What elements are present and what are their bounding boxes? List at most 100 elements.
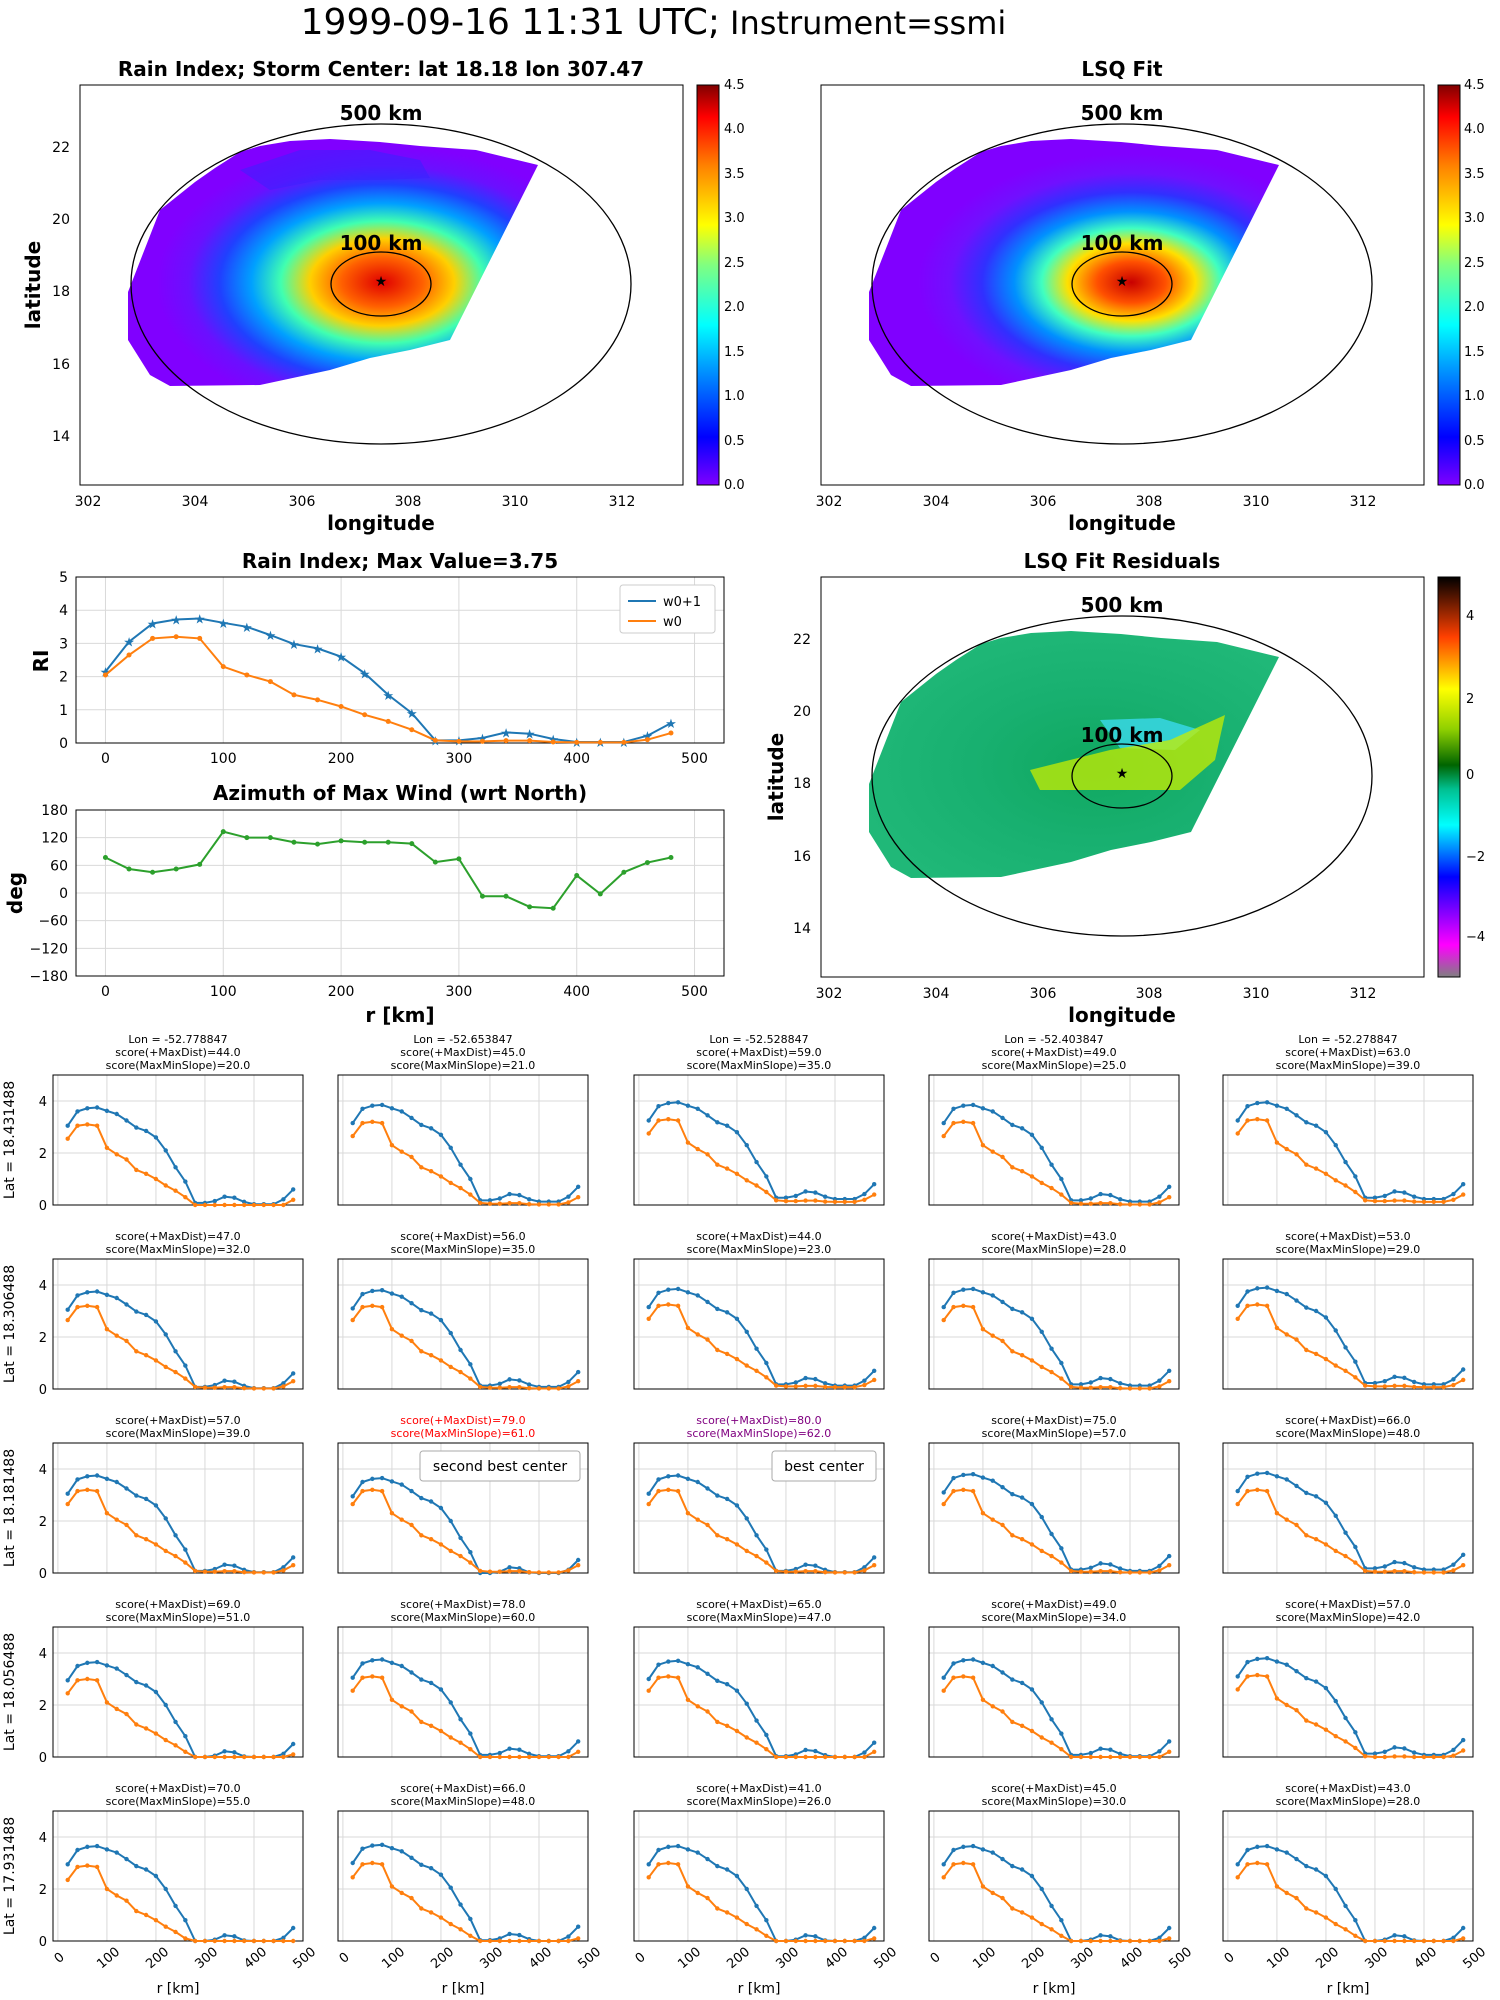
data-point	[75, 1123, 80, 1128]
data-point	[871, 1555, 877, 1560]
data-point	[1343, 1553, 1348, 1559]
data-point	[980, 1884, 986, 1889]
data-point	[1274, 1103, 1280, 1108]
map-xlabel: longitude	[1068, 1003, 1176, 1027]
data-point	[961, 1287, 966, 1292]
data-point	[744, 1548, 749, 1554]
data-point	[183, 1195, 188, 1200]
panel-header: score(MaxMinSlope)=30.0	[982, 1795, 1127, 1808]
data-point	[1372, 1569, 1378, 1574]
data-point	[575, 1184, 581, 1190]
data-point	[575, 1563, 581, 1568]
panel-header: score(MaxMinSlope)=28.0	[1276, 1795, 1421, 1808]
data-point	[102, 672, 108, 678]
series-line	[942, 1845, 1170, 1942]
data-point	[695, 1332, 700, 1337]
data-point	[536, 1754, 542, 1760]
data-point	[163, 1148, 168, 1153]
data-point	[644, 737, 650, 743]
data-point	[990, 1109, 995, 1114]
data-point	[241, 1202, 247, 1208]
data-point	[1019, 1537, 1025, 1542]
x-tick-label: 200	[428, 1945, 457, 1972]
data-point	[646, 1688, 651, 1693]
data-point	[1088, 1380, 1093, 1385]
data-point	[389, 1327, 395, 1332]
data-point	[1117, 1751, 1123, 1757]
data-point	[556, 1570, 561, 1575]
data-point	[646, 1676, 651, 1682]
data-point	[1137, 1754, 1142, 1760]
data-point: ★	[241, 621, 253, 636]
y-tick-label: 14	[52, 429, 70, 445]
grid-panel: score(+MaxDist)=57.0score(MaxMinSlope)=4…	[1222, 1598, 1474, 1760]
map-xlabel: longitude	[1068, 511, 1176, 535]
data-point	[1294, 1708, 1299, 1713]
data-point	[566, 1379, 571, 1385]
data-point	[479, 738, 485, 744]
data-point	[104, 1511, 110, 1516]
data-point	[163, 1516, 168, 1521]
colorbar-tick: 1.5	[1464, 345, 1485, 360]
data-point	[448, 1330, 453, 1336]
data-point	[813, 1190, 818, 1195]
data-point	[813, 1563, 818, 1568]
colorbar-tick: 2	[1466, 692, 1474, 707]
data-point	[456, 856, 462, 862]
data-point	[1255, 1286, 1260, 1291]
panel-header: score(MaxMinSlope)=60.0	[391, 1611, 536, 1624]
data-point	[1078, 1201, 1084, 1206]
data-point	[114, 1333, 119, 1338]
data-point	[646, 1316, 651, 1322]
colorbar-tick: 1.5	[724, 345, 745, 360]
data-point	[458, 1369, 463, 1375]
data-point	[1333, 1328, 1338, 1333]
panel-header: score(+MaxDist)=78.0	[400, 1598, 525, 1611]
data-point	[143, 1171, 149, 1177]
y-tick-label: 18	[52, 284, 70, 300]
y-tick-label: 2	[59, 670, 68, 686]
series-line	[647, 1861, 875, 1942]
data-point	[970, 1120, 976, 1126]
data-point	[1323, 1171, 1329, 1177]
data-point	[370, 1487, 375, 1493]
x-tick-label: 0	[101, 751, 110, 767]
data-point	[1000, 1856, 1005, 1862]
data-point	[734, 1728, 740, 1734]
x-tick-label: 304	[923, 986, 950, 1002]
data-point	[1108, 1747, 1113, 1752]
data-point	[94, 1289, 100, 1294]
data-point	[621, 739, 627, 745]
data-point	[65, 1491, 70, 1496]
data-point	[803, 1568, 808, 1574]
data-point	[1264, 1285, 1270, 1290]
data-point	[724, 1310, 730, 1315]
data-point	[574, 739, 580, 745]
panel-header: score(+MaxDist)=66.0	[400, 1782, 525, 1795]
data-point	[281, 1935, 286, 1941]
y-tick-label: 2	[39, 1515, 47, 1530]
data-point	[970, 1304, 976, 1310]
data-point	[1157, 1935, 1162, 1941]
colorbar-tick: 2.5	[1464, 256, 1485, 271]
y-tick-label: 14	[793, 921, 811, 937]
data-point	[715, 1533, 720, 1538]
panel-header: score(+MaxDist)=65.0	[696, 1598, 821, 1611]
panel-header: score(+MaxDist)=57.0	[1285, 1598, 1410, 1611]
data-point	[744, 1516, 749, 1521]
data-point	[536, 1938, 542, 1944]
data-point	[1029, 1728, 1035, 1734]
data-point	[1166, 1749, 1172, 1755]
data-point	[428, 1311, 434, 1316]
data-point	[94, 1488, 100, 1494]
data-point	[668, 730, 674, 736]
y-tick-label: 0	[39, 1199, 47, 1214]
data-point	[1392, 1383, 1397, 1389]
data-point	[754, 1533, 759, 1538]
data-point	[468, 1192, 473, 1197]
data-point	[951, 1862, 956, 1867]
data-point	[290, 1925, 296, 1931]
data-point	[695, 1704, 700, 1709]
data-point	[241, 1199, 247, 1205]
data-point	[1274, 1140, 1280, 1145]
